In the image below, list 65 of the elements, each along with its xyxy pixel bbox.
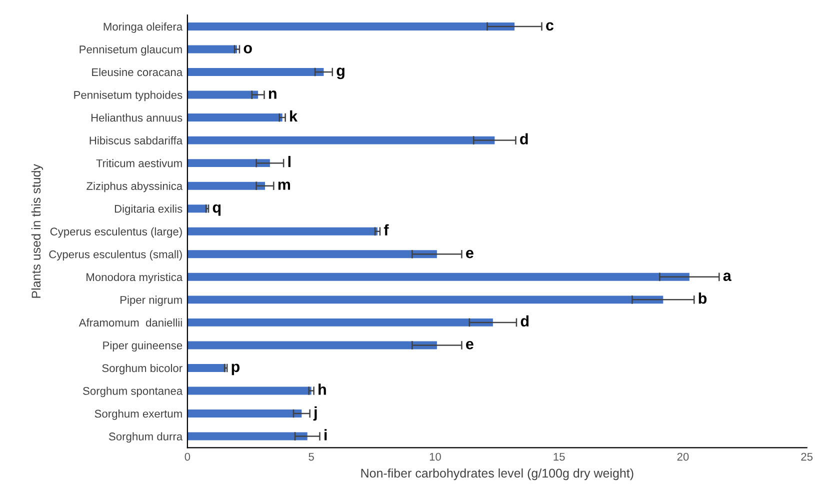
bar [187,159,270,168]
y-tick-label: Moringa oleifera [104,22,183,33]
annotation: d [520,315,529,327]
y-tick-label: Cyperus esculentus (small) [49,250,182,260]
bar [187,90,258,99]
x-tick-label: 25 [801,452,813,461]
y-tick-label: Hibiscus sabdariffa [90,136,183,144]
y-tick-label: Eleusine coracana [92,68,183,76]
annotation: q [212,204,221,216]
bar [187,22,514,30]
annotation: a [723,272,732,282]
annotation: m [278,182,290,190]
y-tick-label: Sorghum durra [108,432,183,443]
bar [187,136,495,144]
y-tick-label: Sorghum exertum [94,409,182,420]
y-tick-label: Cyperus esculentus (large) [50,227,182,238]
bar [187,227,378,236]
x-tick-label: 20 [677,452,689,461]
bar [187,204,208,213]
bar [187,386,312,395]
y-tick-label: Monodora myristica [86,272,183,284]
annotation: c [546,22,554,31]
y-tick-label: Helianthus annuus [91,114,182,122]
annotation: p [232,364,240,376]
annotation: i [324,429,327,440]
annotation: k [290,110,298,122]
bar [187,318,493,326]
y-tick-label: Triticum aestivum [96,159,182,168]
bar [187,364,226,372]
bar [187,272,690,281]
annotation: g [336,68,344,80]
y-tick-label: Pennisetum typhoides [74,90,182,102]
x-axis-title: Non-fiber carbohydrates level (g/100g dry weight) [361,468,634,480]
bar [187,182,265,190]
annotation: h [318,384,326,395]
y-tick-label: Pennisetum glaucum [80,45,182,56]
x-tick-label: 5 [308,452,314,461]
y-tick-label: Piper nigrum [120,296,182,306]
annotation: b [698,292,707,304]
bar [187,114,282,122]
bar [187,296,664,304]
bar [187,68,324,76]
annotation: d [520,133,528,144]
annotation: l [288,156,290,168]
y-tick-label: Sorghum spontanea [83,386,183,398]
bar [187,250,437,258]
y-axis-title: Plants used in this study [31,164,44,298]
annotation: f [384,224,389,236]
bar [187,410,302,418]
annotation: e [466,340,474,350]
y-tick-label: Aframomum daniellii [78,318,182,327]
bar [187,45,237,54]
y-tick-label: Digitaria exilis [114,204,182,215]
annotation: e [466,250,474,258]
annotation: o [244,44,252,54]
y-tick-label: Sorghum bicolor [102,364,182,374]
y-tick-label: Ziziphus abyssinica [86,182,183,192]
x-tick-label: 0 [184,452,190,461]
x-tick-label: 15 [554,452,565,461]
y-tick-label: Piper guineense [103,341,182,352]
annotation: n [268,90,276,99]
bar [187,432,308,440]
annotation: j [313,406,317,421]
x-tick-label: 10 [430,452,441,461]
bar [187,341,437,350]
